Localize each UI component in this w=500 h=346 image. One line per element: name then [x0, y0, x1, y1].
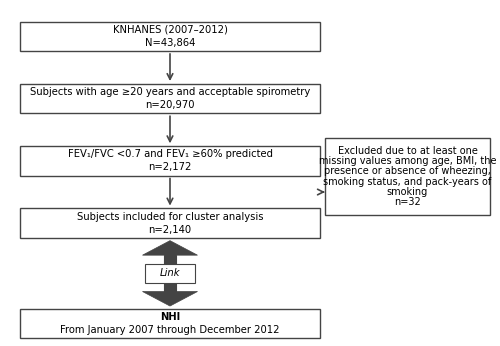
Text: Excluded due to at least one: Excluded due to at least one [338, 146, 478, 155]
Text: Subjects with age ≥20 years and acceptable spirometry: Subjects with age ≥20 years and acceptab… [30, 87, 310, 97]
Text: n=20,970: n=20,970 [145, 100, 195, 110]
Text: Link: Link [160, 268, 180, 278]
FancyBboxPatch shape [20, 84, 320, 113]
Text: smoking status, and pack-years of: smoking status, and pack-years of [324, 177, 492, 186]
Text: n=2,140: n=2,140 [148, 225, 192, 235]
Polygon shape [142, 241, 198, 255]
Text: From January 2007 through December 2012: From January 2007 through December 2012 [60, 325, 280, 335]
FancyBboxPatch shape [164, 255, 176, 291]
Text: smoking: smoking [387, 187, 428, 197]
Text: presence or absence of wheezing,: presence or absence of wheezing, [324, 166, 491, 176]
Text: n=2,172: n=2,172 [148, 163, 192, 172]
FancyBboxPatch shape [20, 309, 320, 338]
Text: n=32: n=32 [394, 198, 421, 207]
FancyBboxPatch shape [20, 146, 320, 175]
Text: KNHANES (2007–2012): KNHANES (2007–2012) [112, 25, 228, 35]
FancyBboxPatch shape [20, 208, 320, 238]
Text: N=43,864: N=43,864 [145, 38, 195, 48]
FancyBboxPatch shape [145, 264, 195, 283]
FancyBboxPatch shape [325, 138, 490, 215]
Text: missing values among age, BMI, the: missing values among age, BMI, the [319, 156, 496, 166]
FancyBboxPatch shape [20, 21, 320, 51]
Polygon shape [142, 291, 198, 306]
Text: Subjects included for cluster analysis: Subjects included for cluster analysis [77, 212, 263, 221]
Text: NHI: NHI [160, 312, 180, 322]
Text: FEV₁/FVC <0.7 and FEV₁ ≥60% predicted: FEV₁/FVC <0.7 and FEV₁ ≥60% predicted [68, 149, 272, 159]
